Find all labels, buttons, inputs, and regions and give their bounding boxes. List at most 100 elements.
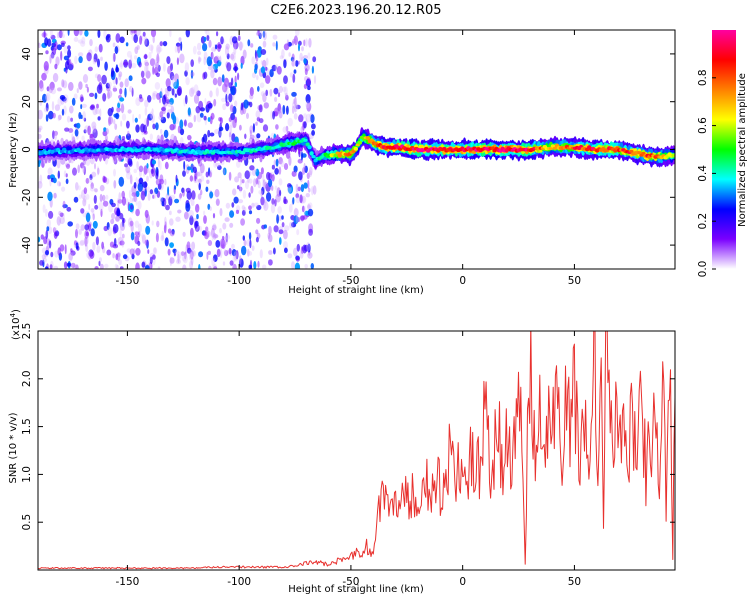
speckle-cell: [180, 251, 185, 256]
speckle-cell: [282, 86, 287, 93]
speckle-cell: [295, 213, 299, 224]
speckle-cell: [167, 228, 172, 234]
speckle-cell: [54, 104, 61, 112]
spectrogram-xtick-label: 0: [459, 275, 466, 287]
speckle-cell: [198, 251, 204, 258]
speckle-cell: [161, 201, 165, 207]
speckle-cell: [147, 95, 152, 103]
speckle-cell: [197, 56, 201, 64]
speckle-cell: [140, 123, 145, 133]
speckle-cell: [254, 168, 257, 173]
speckle-cell: [228, 247, 232, 255]
spectrogram-ticks: -150 -100 -50 0 50 -40 -20 0 20 40: [21, 30, 675, 287]
speckle-cell: [198, 100, 204, 111]
speckle-cell: [156, 92, 161, 100]
speckle-cell: [174, 185, 177, 190]
speckle-cell: [241, 205, 245, 211]
speckle-cell: [115, 253, 119, 261]
speckle-cell: [288, 155, 292, 166]
speckle-cell: [108, 116, 113, 125]
speckle-cell: [185, 202, 191, 212]
speckle-cell: [122, 254, 128, 260]
speckle-cell: [222, 261, 226, 266]
speckle-cell: [79, 241, 85, 246]
speckle-cell: [134, 220, 140, 228]
speckle-cell: [283, 163, 289, 170]
speckle-cell: [133, 247, 136, 255]
speckle-cell: [141, 77, 147, 85]
speckle-cell: [176, 258, 181, 265]
speckle-cell: [305, 101, 310, 109]
speckle-cell: [144, 38, 150, 47]
speckle-cell: [154, 82, 161, 90]
speckle-cell: [287, 253, 293, 259]
speckle-cell: [262, 59, 267, 69]
speckle-cell: [232, 106, 237, 115]
speckle-cell: [303, 162, 306, 172]
speckle-cell: [260, 66, 266, 74]
speckle-cell: [118, 71, 123, 78]
speckle-cell: [210, 63, 214, 74]
speckle-cell: [83, 117, 87, 122]
speckle-cell: [276, 105, 282, 114]
speckle-cell: [144, 53, 148, 60]
speckle-cell: [170, 105, 175, 114]
speckle-cell: [196, 214, 199, 220]
speckle-cell: [230, 103, 234, 111]
speckle-cell: [91, 121, 97, 130]
speckle-cell: [47, 167, 53, 176]
speckle-cell: [63, 55, 69, 61]
speckle-cell: [294, 102, 299, 112]
speckle-cell: [96, 245, 101, 254]
speckle-cell: [189, 215, 194, 226]
speckle-cell: [123, 61, 129, 66]
speckle-cell: [307, 208, 314, 217]
speckle-cell: [38, 236, 41, 243]
speckle-cell: [259, 155, 263, 163]
speckle-cell: [121, 136, 126, 141]
speckle-cell: [38, 125, 43, 131]
speckle-cell: [169, 230, 175, 237]
speckle-cell: [224, 82, 230, 90]
speckle-cell: [242, 189, 247, 199]
speckle-cell: [225, 234, 231, 240]
speckle-cell: [262, 92, 267, 103]
speckle-cell: [121, 233, 125, 239]
speckle-cell: [203, 36, 207, 42]
speckle-cell: [83, 165, 86, 176]
speckle-cell: [83, 195, 87, 203]
speckle-cell: [286, 105, 289, 115]
speckle-cell: [257, 260, 260, 268]
colorbar-tick-label: 0.8: [697, 69, 709, 86]
speckle-cell: [45, 208, 48, 217]
speckle-cell: [247, 248, 250, 257]
speckle-cell: [271, 164, 275, 170]
speckle-cell: [53, 130, 58, 136]
speckle-cell: [96, 84, 103, 94]
speckle-cell: [97, 167, 100, 175]
speckle-cell: [113, 119, 116, 125]
speckle-cell: [243, 99, 249, 109]
speckle-cell: [258, 190, 263, 195]
speckle-cell: [293, 165, 298, 173]
speckle-cell: [86, 52, 92, 62]
speckle-cell: [166, 86, 172, 92]
speckle-cell: [231, 243, 235, 250]
speckle-cell: [65, 173, 68, 178]
speckle-cell: [228, 93, 233, 103]
speckle-cell: [120, 221, 126, 231]
speckle-cell: [144, 99, 149, 108]
speckle-cell: [68, 81, 74, 91]
speckle-cell: [260, 49, 267, 55]
speckle-cell: [268, 178, 273, 188]
speckle-cell: [100, 56, 103, 61]
speckle-cell: [130, 231, 135, 241]
speckle-cell: [155, 56, 160, 65]
speckle-cell: [38, 181, 43, 189]
speckle-cell: [119, 62, 123, 68]
speckle-cell: [148, 44, 154, 51]
speckle-cell: [179, 128, 185, 136]
speckle-cell: [224, 77, 229, 88]
speckle-cell: [240, 176, 243, 185]
speckle-cell: [56, 158, 61, 169]
